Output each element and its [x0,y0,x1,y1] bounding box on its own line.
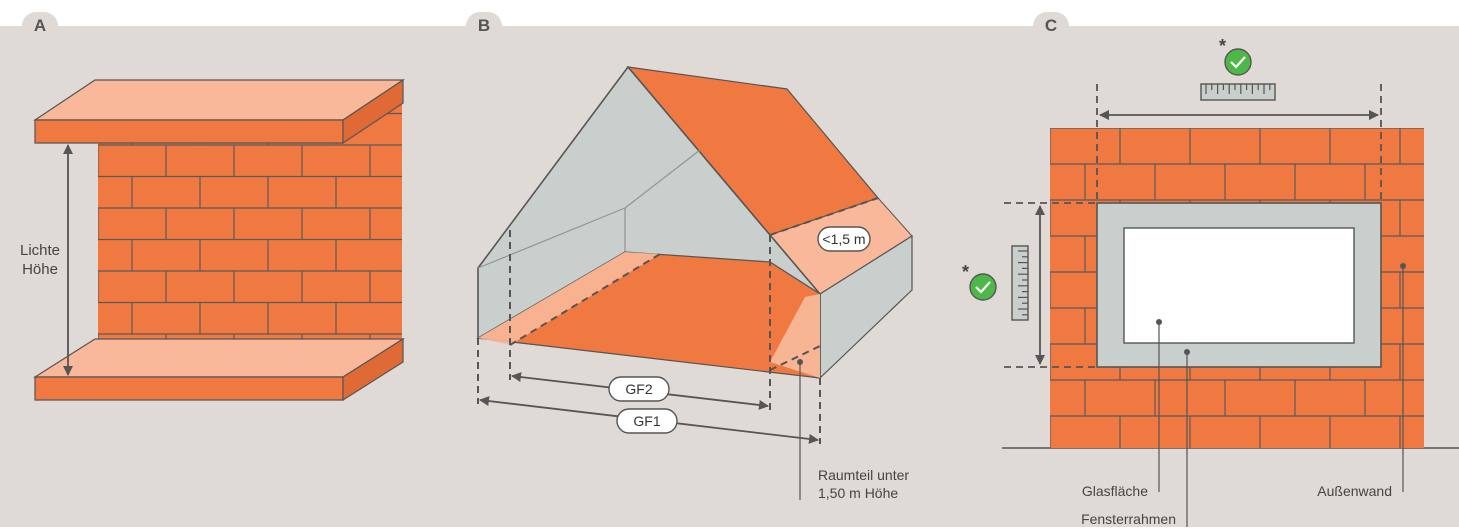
note-line1: Raumteil unter [818,467,909,483]
gf1-pill [616,408,678,434]
panel-c-badge: C [1033,12,1069,40]
panel-c: * * Glasfläche Fensterrahmen Außenwand [962,36,1459,527]
gf2-label: GF2 [625,381,652,397]
panel-a-badge: A [22,12,58,40]
ceiling-slab [33,78,405,145]
panel-b: GF2 GF1 <1,5 m Raumteil unter 1,50 m Höh… [476,65,913,501]
window-glass [1123,227,1355,344]
floor-slab [32,337,406,402]
glass-label: Glasfläche [1082,483,1148,499]
frame-label: Fensterrahmen [1081,511,1176,527]
check-circle-icon [1224,48,1252,76]
note-line2: 1,50 m Höhe [818,485,898,501]
clear-height-label-line2: Höhe [22,261,58,278]
dashed-lines [477,197,879,444]
panel-a: Lichte Höhe [20,78,406,402]
panel-b-badge: B [466,12,502,40]
gf1-label: GF1 [633,413,660,429]
ruler-horizontal-icon [1200,83,1276,101]
wall-label: Außenwand [1317,483,1392,499]
ruler-vertical-icon [1011,245,1029,321]
asterisk-left: * [962,262,969,282]
slope-height-label: <1,5 m [822,231,865,247]
window-extension-lines [1004,84,1382,368]
gf2-pill [608,376,670,402]
clear-height-label-line1: Lichte [20,242,60,259]
slope-height-pill [817,226,871,252]
check-circle-icon [969,273,997,301]
asterisk-top: * [1219,36,1226,56]
